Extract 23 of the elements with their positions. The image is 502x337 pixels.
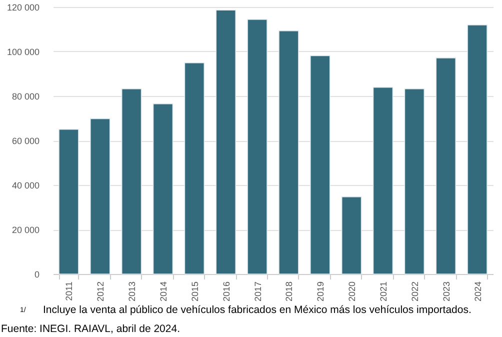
x-tick-label: 2011 <box>64 282 74 301</box>
x-tick-label: 2019 <box>316 282 326 302</box>
x-tick-label: 2022 <box>410 282 420 302</box>
source-note: Fuente: INEGI. RAIAVL, abril de 2024. <box>1 323 180 335</box>
x-tick-label: 2023 <box>441 282 452 302</box>
x-tick-label: 2016 <box>221 282 232 302</box>
x-tick-label: 2020 <box>347 282 358 302</box>
y-tick-label: 80 000 <box>12 92 40 102</box>
x-tick-label: 2017 <box>252 282 263 302</box>
x-tick-label: 2021 <box>378 282 388 302</box>
y-tick-label: 20 000 <box>12 225 40 235</box>
y-tick-label: 0 <box>34 270 40 280</box>
y-tick-label: 120 000 <box>6 2 40 12</box>
x-tick-label: 2012 <box>96 282 106 302</box>
x-tick-label: 2013 <box>127 282 138 302</box>
y-tick-label: 40 000 <box>12 180 40 190</box>
text: Incluye la venta al público de vehículos fabricados en México más los vehículos importados. <box>43 304 472 316</box>
x-tick-label: 2014 <box>158 282 168 302</box>
x-tick-label: 2024 <box>472 282 483 302</box>
y-tick-label: 100 000 <box>6 47 40 57</box>
y-tick-label: 60 000 <box>12 136 40 146</box>
x-tick-label: 2015 <box>190 282 200 302</box>
x-tick-label: 2018 <box>284 282 294 302</box>
